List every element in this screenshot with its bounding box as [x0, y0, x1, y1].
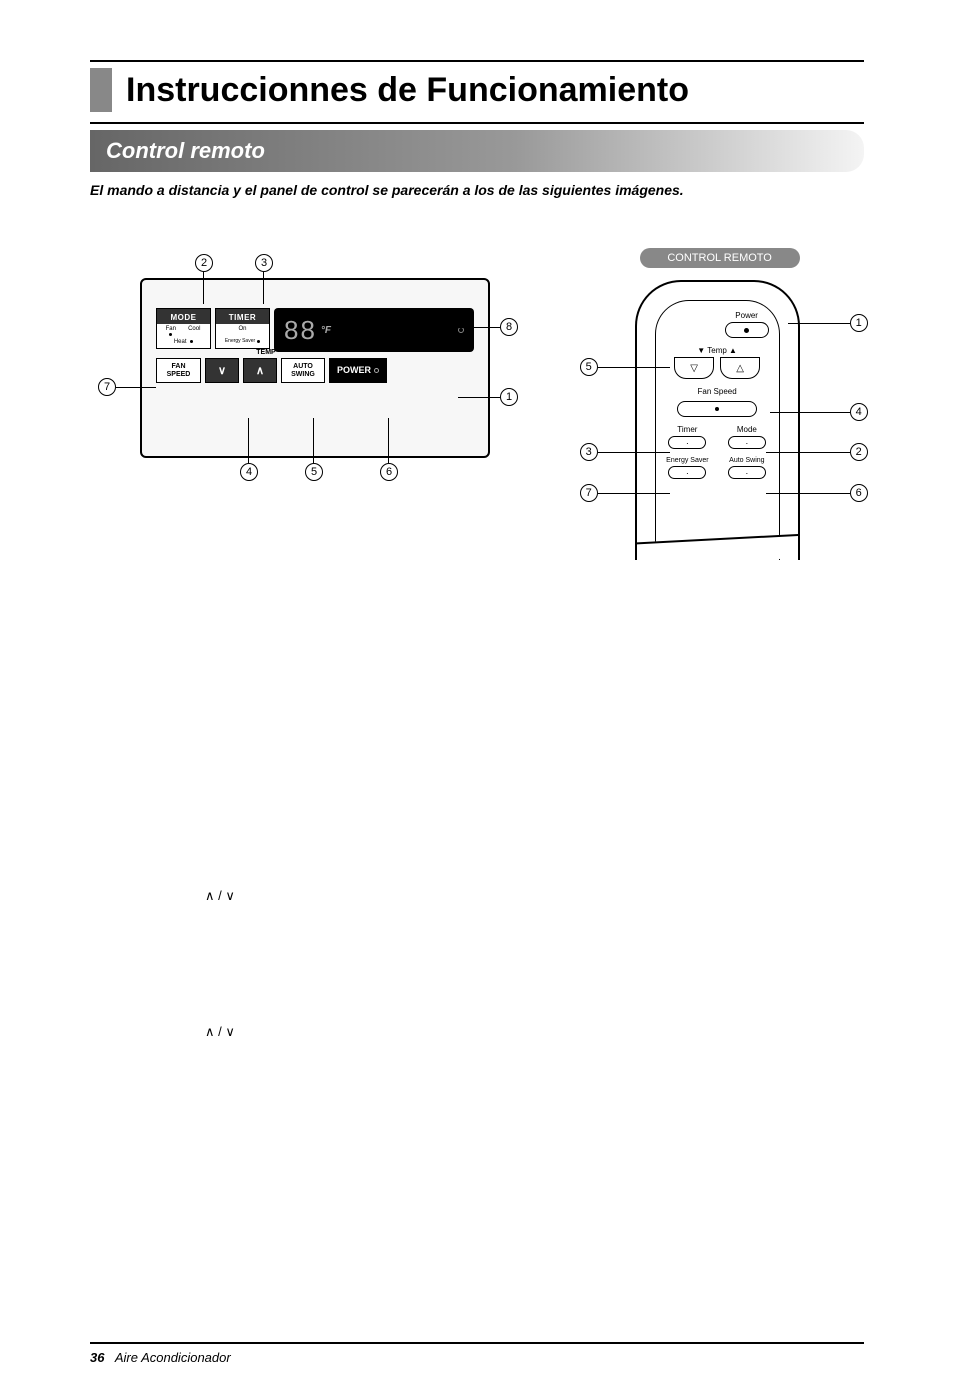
remote-mode-button[interactable]: · [728, 436, 766, 449]
temp-label: TEMP [254, 349, 277, 356]
leader-2 [203, 272, 204, 304]
temp-down-button[interactable]: ∨ [205, 358, 239, 383]
page-footer: 36 Aire Acondicionador [90, 1342, 864, 1365]
r-leader-6 [766, 493, 850, 494]
symbol-row-1: ∧ / ∨ [205, 888, 864, 904]
r-leader-2 [766, 452, 850, 453]
power-dot-icon [744, 328, 749, 333]
remote-mode-label: Mode [725, 425, 769, 434]
remote-body: Power ▼ Temp ▲ ▽ △ Fan Speed [635, 280, 800, 560]
callout-2: 2 [195, 254, 213, 272]
symbol-row-2: ∧ / ∨ [205, 1024, 864, 1040]
r-callout-5: 5 [580, 358, 598, 376]
remote-timer-label: Timer [666, 425, 710, 434]
power-button[interactable]: POWER [329, 358, 387, 383]
leader-8 [458, 327, 500, 328]
callout-6: 6 [380, 463, 398, 481]
leader-7 [116, 387, 156, 388]
callout-4: 4 [240, 463, 258, 481]
heat-label: Heat [174, 339, 187, 345]
control-panel-figure: MODE TIMER FanCool Heat [90, 248, 500, 528]
temp-up-button[interactable]: ∧ [243, 358, 277, 383]
mode-indicators: FanCool Heat [156, 324, 211, 349]
auto-swing-button[interactable]: AUTO SWING [281, 358, 325, 383]
callout-3: 3 [255, 254, 273, 272]
r-callout-7: 7 [580, 484, 598, 502]
triangle-down-icon: ▽ [690, 363, 698, 374]
remote-temp-label: ▼ Temp ▲ [666, 346, 769, 355]
remote-figure: CONTROL REMOTO Power ▼ Temp ▲ ▽ △ [550, 248, 864, 568]
remote-power-button[interactable] [725, 322, 769, 338]
r-callout-6: 6 [850, 484, 868, 502]
fahrenheit-icon: °F [321, 325, 331, 336]
remote-energy-button[interactable]: · [668, 466, 706, 479]
timer-indicators: On Energy Saver [215, 324, 270, 349]
fan-dot-icon [715, 407, 719, 411]
remote-energy-label: Energy Saver [666, 457, 710, 464]
power-led-icon [374, 368, 379, 373]
heading-title: Instruccionnes de Funcionamiento [126, 71, 689, 110]
chevron-down-icon: ∨ [209, 365, 235, 377]
remote-temp-up-button[interactable]: △ [720, 357, 760, 379]
callout-1: 1 [500, 388, 518, 406]
cool-label: Cool [183, 326, 207, 332]
r-leader-5 [598, 367, 670, 368]
r-leader-4 [770, 412, 850, 413]
mode-tab: MODE [156, 308, 211, 324]
r-callout-1: 1 [850, 314, 868, 332]
fan-speed-button[interactable]: FAN SPEED [156, 358, 201, 383]
callout-8: 8 [500, 318, 518, 336]
section-banner: Control remoto [90, 130, 864, 172]
lcd-display: 88 °F [274, 308, 474, 352]
panel-body: MODE TIMER FanCool Heat [140, 278, 490, 458]
r-leader-1 [788, 323, 850, 324]
main-heading: Instruccionnes de Funcionamiento [90, 60, 864, 124]
energy-label: Energy Saver [225, 338, 255, 344]
subtitle-text: El mando a distancia y el panel de contr… [90, 182, 864, 198]
r-callout-2: 2 [850, 443, 868, 461]
remote-fanspeed-button[interactable] [677, 401, 757, 417]
remote-auto-button[interactable]: · [728, 466, 766, 479]
timer-tab: TIMER [215, 308, 270, 324]
remote-power-label: Power [725, 311, 769, 320]
remote-temp-down-button[interactable]: ▽ [674, 357, 714, 379]
figures-row: MODE TIMER FanCool Heat [90, 248, 864, 568]
remote-fanspeed-label: Fan Speed [666, 387, 769, 396]
leader-1 [458, 397, 500, 398]
remote-auto-label: Auto Swing [725, 457, 769, 464]
r-callout-3: 3 [580, 443, 598, 461]
footer-text: Aire Acondicionador [115, 1350, 231, 1365]
page-number: 36 [90, 1350, 104, 1365]
temperature-readout: 88 [284, 315, 317, 346]
remote-timer-button[interactable]: · [668, 436, 706, 449]
r-callout-4: 4 [850, 403, 868, 421]
symbol-block: ∧ / ∨ ∧ / ∨ [90, 888, 864, 1040]
triangle-up-icon: △ [736, 363, 744, 374]
leader-3 [263, 272, 264, 304]
chevron-up-icon: ∧ [247, 365, 273, 377]
leader-6 [388, 418, 389, 463]
callout-7: 7 [98, 378, 116, 396]
r-leader-7 [598, 493, 670, 494]
leader-5 [313, 418, 314, 463]
remote-label-pill: CONTROL REMOTO [640, 248, 800, 268]
callout-5: 5 [305, 463, 323, 481]
leader-4 [248, 418, 249, 463]
on-label: On [238, 326, 246, 332]
r-leader-3 [598, 452, 670, 453]
heading-accent-bar [90, 68, 112, 112]
